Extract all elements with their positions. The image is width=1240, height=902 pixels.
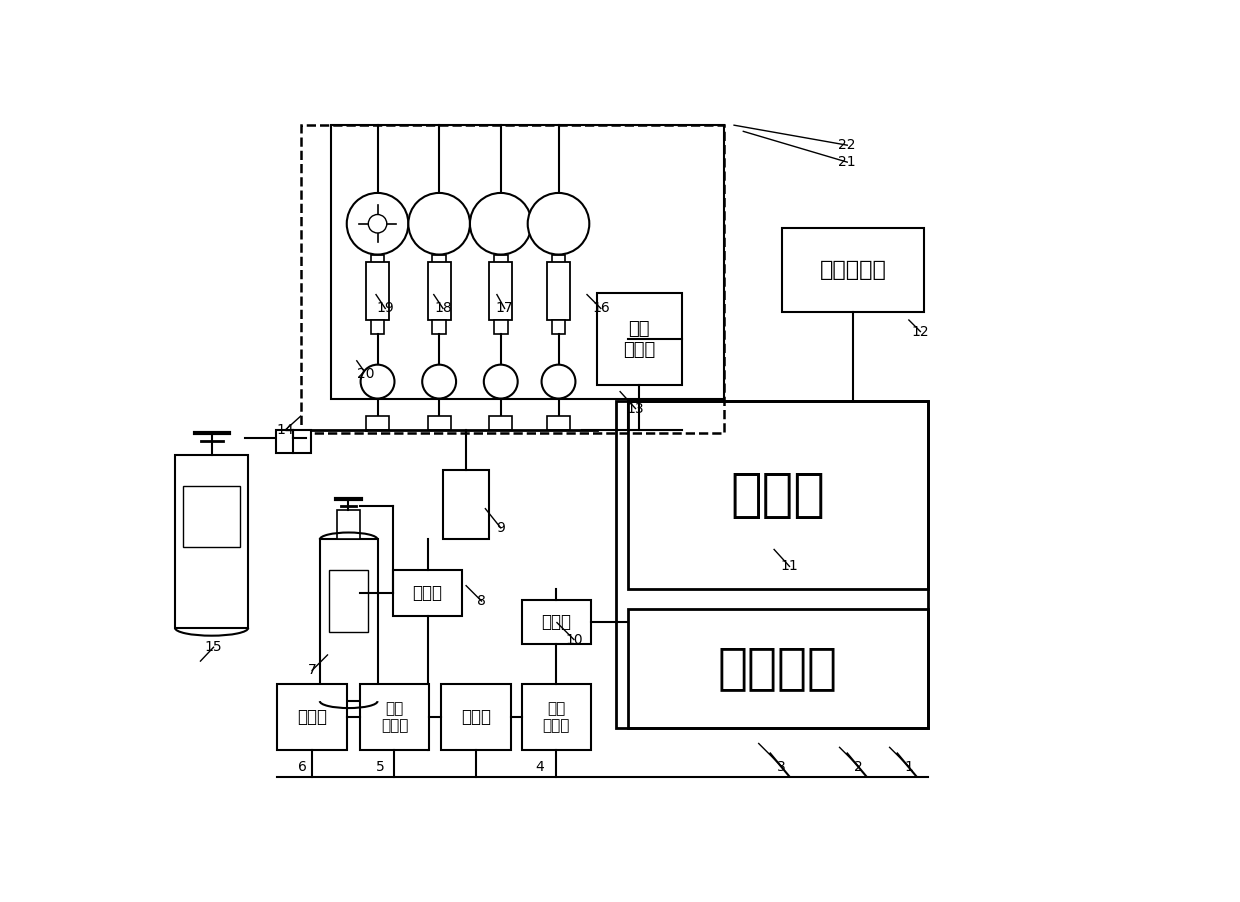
Bar: [627, 609, 928, 728]
Text: 6: 6: [299, 759, 308, 774]
Bar: [552, 254, 565, 269]
Bar: [522, 685, 590, 750]
Text: 温度
传感器: 温度 传感器: [624, 320, 656, 359]
Bar: [522, 600, 590, 644]
Bar: [366, 262, 389, 320]
Text: 1: 1: [904, 759, 914, 774]
Bar: [300, 125, 724, 433]
Bar: [441, 685, 511, 750]
Bar: [443, 470, 490, 539]
Circle shape: [470, 193, 532, 254]
Text: 8: 8: [477, 594, 486, 608]
Circle shape: [484, 364, 517, 399]
Bar: [175, 455, 248, 628]
Bar: [433, 320, 446, 334]
Bar: [494, 254, 507, 269]
Bar: [781, 227, 924, 312]
Bar: [331, 125, 724, 399]
Bar: [366, 416, 389, 430]
Text: 2: 2: [854, 759, 863, 774]
Bar: [547, 262, 570, 320]
Bar: [277, 430, 310, 453]
Circle shape: [361, 364, 394, 399]
Bar: [494, 320, 507, 334]
Text: 7: 7: [308, 663, 316, 677]
Text: 压力
传感器: 压力 传感器: [543, 701, 570, 733]
Bar: [616, 400, 928, 728]
Text: 9: 9: [496, 520, 505, 535]
Bar: [360, 685, 429, 750]
Bar: [428, 416, 450, 430]
Bar: [552, 320, 565, 334]
Circle shape: [542, 364, 575, 399]
Bar: [627, 400, 928, 590]
Text: 储气缸: 储气缸: [461, 708, 491, 726]
Circle shape: [347, 193, 408, 254]
Bar: [337, 511, 360, 539]
Circle shape: [528, 193, 589, 254]
Text: 4: 4: [534, 759, 543, 774]
Bar: [428, 262, 450, 320]
Bar: [371, 320, 384, 334]
Text: 3: 3: [777, 759, 786, 774]
Text: 控制器: 控制器: [730, 469, 826, 521]
Text: 15: 15: [205, 640, 222, 654]
Text: 过滤器: 过滤器: [413, 584, 443, 603]
Bar: [329, 570, 368, 631]
Bar: [320, 539, 377, 701]
Bar: [596, 293, 682, 385]
Text: 5: 5: [376, 759, 384, 774]
Text: 20: 20: [357, 367, 374, 381]
Circle shape: [368, 215, 387, 233]
Bar: [547, 416, 570, 430]
Bar: [490, 416, 512, 430]
Bar: [393, 570, 463, 616]
Bar: [433, 254, 446, 269]
Text: 13: 13: [626, 401, 645, 416]
Bar: [490, 262, 512, 320]
Text: 触摸显示屏: 触摸显示屏: [820, 260, 887, 280]
Bar: [371, 254, 384, 269]
Bar: [278, 685, 347, 750]
Text: 22: 22: [838, 138, 856, 152]
Bar: [182, 485, 241, 548]
Text: 18: 18: [434, 301, 451, 316]
Text: 17: 17: [496, 301, 513, 316]
Text: 21: 21: [838, 155, 856, 170]
Text: 空压机: 空压机: [298, 708, 327, 726]
Text: 14: 14: [277, 423, 294, 437]
Text: 调节气缸: 调节气缸: [718, 644, 838, 693]
Circle shape: [422, 364, 456, 399]
Text: 12: 12: [911, 325, 929, 338]
Text: 19: 19: [377, 301, 394, 316]
Text: 10: 10: [565, 632, 583, 647]
Text: 11: 11: [781, 559, 799, 574]
Text: 16: 16: [591, 301, 610, 316]
Text: 温度
传感器: 温度 传感器: [381, 701, 408, 733]
Text: 比例阀: 比例阀: [541, 612, 572, 630]
Circle shape: [408, 193, 470, 254]
